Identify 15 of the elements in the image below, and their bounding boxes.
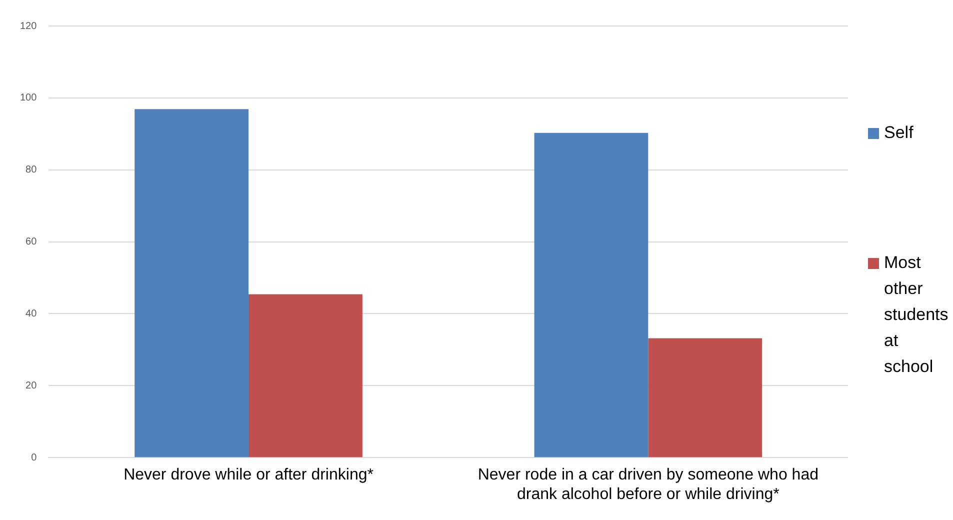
bar xyxy=(534,132,648,458)
y-tick-label: 40 xyxy=(26,308,38,320)
x-tick-label: Never drove while or after drinking* xyxy=(124,466,374,484)
legend-label: Most other students at school xyxy=(884,252,948,378)
bar xyxy=(134,109,249,458)
y-tick-label: 20 xyxy=(26,380,38,392)
bar xyxy=(248,294,362,458)
bar xyxy=(648,338,762,458)
legend-label: Self xyxy=(884,122,914,144)
x-tick-label: Never rode in a car driven by someone who had drank alcohol before or while driving* xyxy=(478,466,818,503)
y-tick-label: 120 xyxy=(20,20,38,32)
y-tick-label: 100 xyxy=(20,92,38,104)
y-tick-label: 0 xyxy=(31,452,38,464)
y-tick-label: 60 xyxy=(26,236,38,248)
y-tick-label: 80 xyxy=(26,164,38,176)
